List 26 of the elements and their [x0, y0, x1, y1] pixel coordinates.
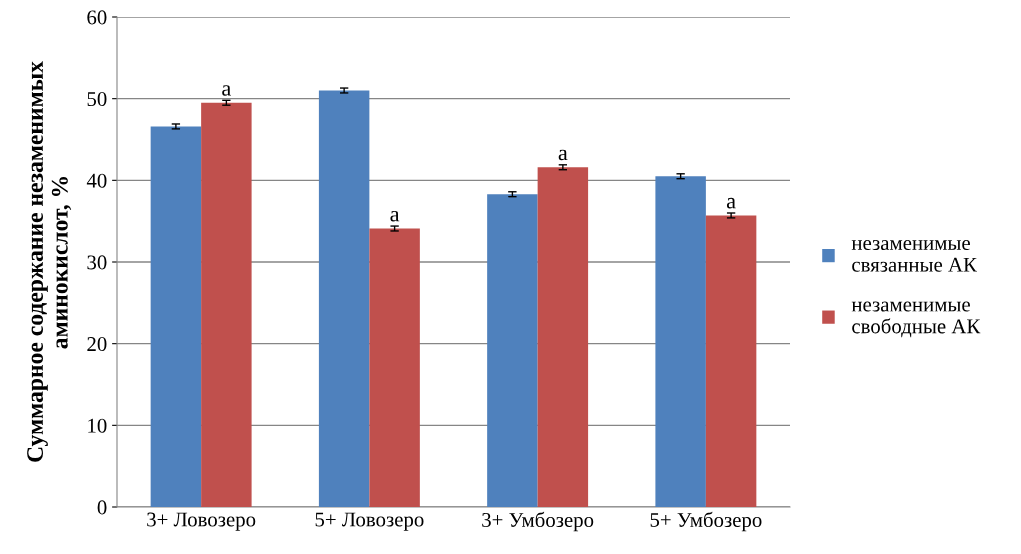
annotation: a	[558, 149, 568, 161]
legend-label: незаменимые связанные АК	[851, 240, 977, 272]
annotation: a	[390, 210, 400, 222]
bar	[201, 102, 252, 507]
bar	[150, 126, 202, 507]
y-tick-label: 10	[88, 418, 107, 433]
bar	[655, 176, 706, 507]
x-tick-label: 3+ Ловозеро	[147, 512, 256, 531]
x-tick-label: 5+ Ловозеро	[315, 512, 424, 531]
y-tick-label: 0	[97, 500, 107, 515]
x-tick-label: 3+ Умбозеро	[482, 511, 594, 532]
bar	[537, 167, 589, 507]
x-tick-label: 5+ Умбозеро	[650, 511, 762, 532]
bar	[318, 90, 370, 507]
y-tick-label: 30	[87, 255, 107, 270]
y-tick-label: 40	[86, 173, 107, 188]
y-tick-label: 60	[87, 10, 107, 25]
bar	[705, 215, 757, 507]
legend-label: незаменимые свободные АК	[851, 301, 981, 338]
y-tick-label: 20	[87, 337, 107, 352]
annotation: a	[222, 85, 231, 96]
bar	[369, 228, 420, 507]
y-axis-title: Суммарное содержание незаменимых аминокислот, %	[27, 61, 72, 462]
bar	[487, 194, 538, 507]
y-tick-label: 50	[87, 92, 107, 107]
annotation: a	[726, 197, 736, 209]
